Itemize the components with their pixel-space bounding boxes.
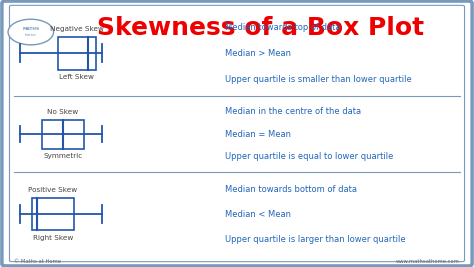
Bar (42, 120, 84, 149)
Text: Skewness of a Box Plot: Skewness of a Box Plot (97, 16, 424, 40)
Text: Median < Mean: Median < Mean (225, 210, 291, 219)
Text: Symmetric: Symmetric (43, 154, 82, 159)
Bar (58, 37, 96, 70)
Text: www.mathsathome.com: www.mathsathome.com (396, 259, 460, 264)
Text: Median > Mean: Median > Mean (225, 49, 291, 58)
Circle shape (8, 19, 54, 45)
Text: © Maths at Home: © Maths at Home (14, 259, 61, 264)
Text: Upper quartile is larger than lower quartile: Upper quartile is larger than lower quar… (225, 235, 406, 244)
Text: Left Skew: Left Skew (60, 74, 94, 80)
Text: Upper quartile is equal to lower quartile: Upper quartile is equal to lower quartil… (225, 152, 393, 162)
Text: No Skew: No Skew (47, 109, 79, 115)
Text: Positive Skew: Positive Skew (28, 187, 78, 194)
Text: home: home (25, 33, 36, 37)
Text: Median = Mean: Median = Mean (225, 130, 291, 139)
Text: Right Skew: Right Skew (33, 235, 73, 241)
Text: Median towards bottom of data: Median towards bottom of data (225, 184, 357, 194)
Text: Negative Skew: Negative Skew (50, 26, 104, 32)
Text: Upper quartile is smaller than lower quartile: Upper quartile is smaller than lower qua… (225, 74, 412, 84)
Text: MATHS: MATHS (22, 27, 39, 31)
Bar (32, 198, 74, 230)
Text: Median in the centre of the data: Median in the centre of the data (225, 107, 361, 116)
Text: Median towards top of data: Median towards top of data (225, 23, 341, 32)
